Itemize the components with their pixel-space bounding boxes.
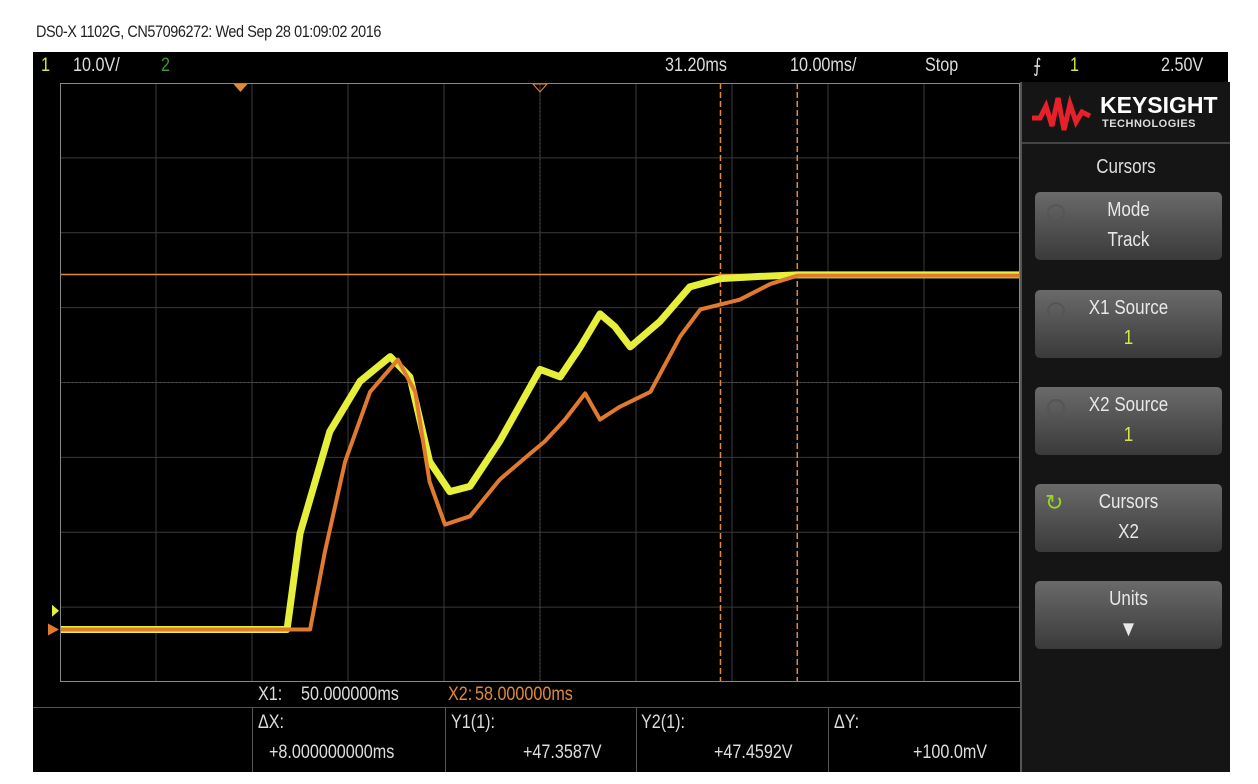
trigger-source[interactable]: 1 xyxy=(1070,55,1079,76)
softkey-indicator-icon xyxy=(1047,399,1065,417)
trigger-level-marker xyxy=(52,604,59,617)
button-label: X1 Source xyxy=(1088,297,1169,319)
button-label: Cursors xyxy=(1098,491,1159,513)
cursors-select-button[interactable]: ↻ Cursors X2 xyxy=(1035,484,1222,552)
x2-value[interactable]: 58.000000ms xyxy=(475,684,573,705)
button-value: Track xyxy=(1107,229,1150,251)
button-value: 1 xyxy=(1123,424,1134,446)
y2-value: +47.4592V xyxy=(714,742,793,763)
x2-label: X2: xyxy=(448,684,473,705)
x2-source-button[interactable]: X2 Source 1 xyxy=(1035,387,1222,455)
cursor-readout: X1: 50.000000ms X2: 58.000000ms ΔX: +8.0… xyxy=(33,682,1020,772)
y1-value: +47.3587V xyxy=(523,742,602,763)
status-bar: 1 10.0V/ 2 31.20ms 10.00ms/ Stop ⨍ 1 2.5… xyxy=(33,52,1228,82)
waveform-plot[interactable] xyxy=(33,52,1228,772)
trigger-point-marker xyxy=(233,84,248,92)
button-label: Mode xyxy=(1107,199,1150,221)
menu-title: Cursors xyxy=(1096,156,1156,178)
button-label: Units xyxy=(1109,588,1148,610)
oscilloscope-screen: 1 10.0V/ 2 31.20ms 10.00ms/ Stop ⨍ 1 2.5… xyxy=(33,52,1230,772)
dx-label: ΔX: xyxy=(258,712,285,733)
run-state[interactable]: Stop xyxy=(925,55,959,76)
softkey-indicator-icon xyxy=(1047,302,1065,320)
brand-sub: TECHNOLOGIES xyxy=(1102,118,1197,130)
button-label: X2 Source xyxy=(1088,394,1169,416)
rotate-knob-icon: ↻ xyxy=(1045,490,1064,515)
brand-name: KEYSIGHT xyxy=(1100,92,1218,118)
keysight-wave-icon xyxy=(1032,94,1092,131)
x1-source-button[interactable]: X1 Source 1 xyxy=(1035,290,1222,358)
delay-readout[interactable]: 31.20ms xyxy=(665,55,727,76)
trace-ch1 xyxy=(60,271,1020,634)
keysight-logo: KEYSIGHT TECHNOLOGIES xyxy=(1022,82,1230,144)
delay-marker xyxy=(531,83,549,93)
timebase-readout[interactable]: 10.00ms/ xyxy=(790,55,857,76)
dy-label: ΔY: xyxy=(834,712,860,733)
arrow-down-icon: ▼ xyxy=(1119,616,1138,641)
button-value: 1 xyxy=(1123,327,1134,349)
mode-button[interactable]: Mode Track xyxy=(1035,192,1222,260)
softkey-panel: KEYSIGHT TECHNOLOGIES Cursors Mode Track … xyxy=(1020,82,1230,772)
graticule xyxy=(60,83,1020,682)
rising-edge-icon: ⨍ xyxy=(1033,56,1042,77)
trigger-level[interactable]: 2.50V xyxy=(1161,55,1204,76)
button-value: X2 xyxy=(1118,521,1139,543)
ch2-label[interactable]: 2 xyxy=(161,55,170,76)
capture-title: DS0-X 1102G, CN57096272: Wed Sep 28 01:0… xyxy=(36,22,381,41)
y2-label: Y2(1): xyxy=(641,712,685,733)
trace-ch2 xyxy=(60,273,1020,632)
units-button[interactable]: Units ▼ xyxy=(1035,581,1222,649)
ground-marker xyxy=(48,623,59,636)
x1-value[interactable]: 50.000000ms xyxy=(301,684,399,705)
y1-label: Y1(1): xyxy=(451,712,495,733)
dx-value: +8.000000000ms xyxy=(269,742,395,763)
softkey-indicator-icon xyxy=(1047,204,1065,222)
ch1-scale[interactable]: 10.0V/ xyxy=(73,55,120,76)
ch1-label[interactable]: 1 xyxy=(41,55,50,76)
dy-value: +100.0mV xyxy=(913,742,988,763)
x1-label: X1: xyxy=(258,684,283,705)
